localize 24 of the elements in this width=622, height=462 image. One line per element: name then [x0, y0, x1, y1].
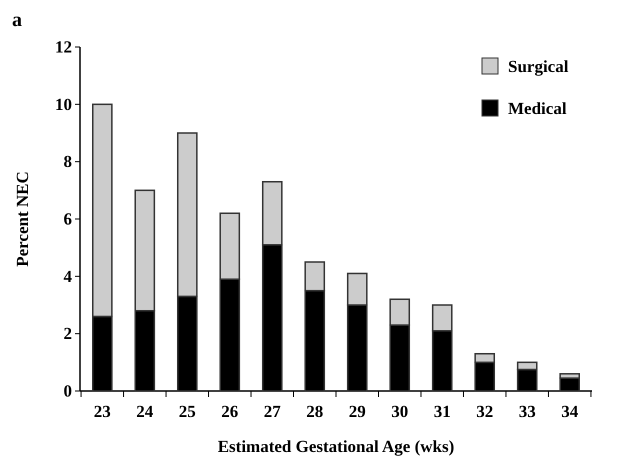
y-axis-title: Percent NEC	[13, 171, 32, 267]
y-tick-label: 10	[55, 94, 72, 114]
x-tick-label: 27	[264, 402, 282, 422]
x-tick-label: 30	[391, 402, 408, 422]
x-tick-label: 25	[178, 402, 196, 422]
legend-label: Surgical	[508, 57, 569, 76]
y-tick-label: 2	[64, 324, 72, 344]
y-tick-label: 4	[64, 266, 72, 286]
x-axis-title: Estimated Gestational Age (wks)	[218, 437, 454, 456]
x-tick-label: 24	[136, 402, 154, 422]
x-tick-label: 23	[94, 402, 111, 422]
x-tick-label: 34	[561, 402, 579, 422]
text: a	[12, 9, 22, 31]
y-tick-label: 6	[64, 209, 72, 228]
x-tick-label: 32	[476, 402, 494, 422]
x-tick-label: 26	[221, 402, 238, 422]
y-tick-label: 8	[64, 152, 72, 172]
y-tick-label: 12	[55, 37, 72, 56]
x-tick-label: 31	[434, 402, 451, 422]
x-tick-label: 29	[348, 402, 366, 422]
x-tick-label: 28	[306, 402, 324, 422]
legend-label: Medical	[508, 99, 567, 118]
x-tick-label: 33	[518, 402, 536, 422]
y-tick-label: 0	[64, 381, 72, 400]
